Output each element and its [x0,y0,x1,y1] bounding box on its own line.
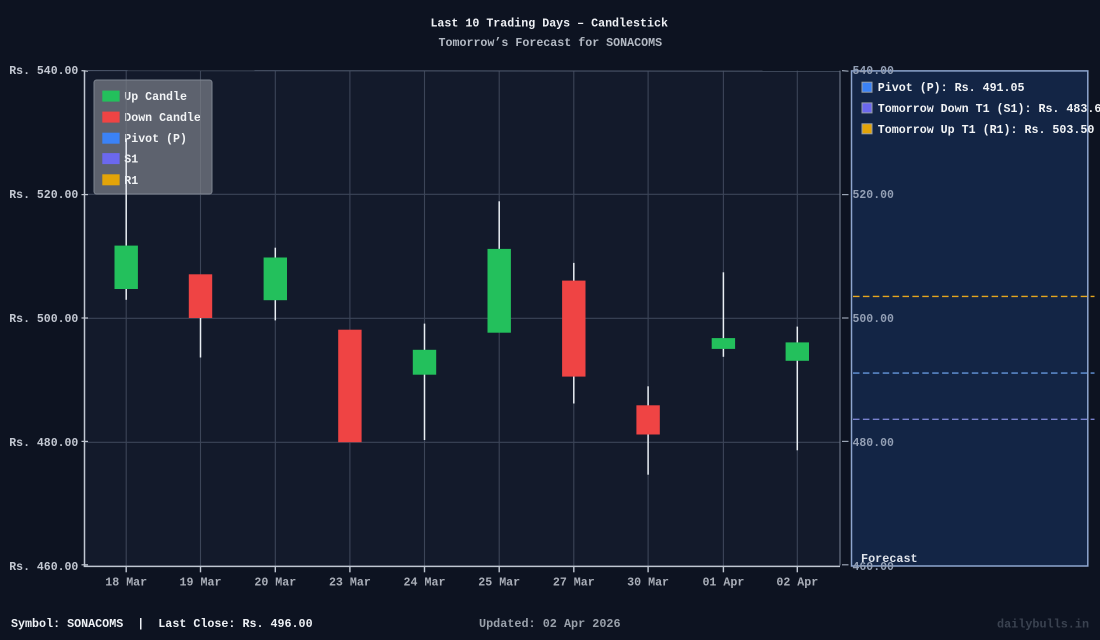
svg-text:S1: S1 [124,154,138,167]
svg-text:500.00: 500.00 [853,313,895,326]
svg-text:Tomorrow Down T1 (S1): Rs. 483: Tomorrow Down T1 (S1): Rs. 483.65 [878,103,1100,116]
svg-text:Rs. 500.00: Rs. 500.00 [9,313,78,326]
svg-text:520.00: 520.00 [853,189,895,202]
svg-text:R1: R1 [124,175,138,188]
svg-text:540.00: 540.00 [853,65,895,78]
svg-text:Last 10 Trading Days – Candles: Last 10 Trading Days – Candlestick [430,18,668,31]
svg-text:dailybulls.in: dailybulls.in [997,618,1089,632]
svg-text:Updated: 02 Apr 2026: Updated: 02 Apr 2026 [479,617,621,631]
svg-text:Rs. 460.00: Rs. 460.00 [9,561,78,574]
svg-text:Forecast: Forecast [861,552,918,566]
svg-text:01 Apr: 01 Apr [702,577,744,590]
svg-text:Pivot (P): Rs. 491.05: Pivot (P): Rs. 491.05 [878,82,1025,95]
svg-text:Tomorrow Up T1 (R1): Rs. 503.5: Tomorrow Up T1 (R1): Rs. 503.50 [878,124,1095,137]
svg-text:Pivot (P): Pivot (P) [124,133,187,146]
svg-text:Tomorrow’s Forecast for SONACO: Tomorrow’s Forecast for SONACOMS [439,37,663,50]
svg-text:25 Mar: 25 Mar [478,577,520,590]
svg-text:02 Apr: 02 Apr [776,577,818,590]
svg-text:Rs. 520.00: Rs. 520.00 [9,189,78,202]
svg-text:19 Mar: 19 Mar [180,577,222,590]
svg-text:27 Mar: 27 Mar [553,577,595,590]
svg-text:480.00: 480.00 [853,437,895,450]
svg-text:24 Mar: 24 Mar [404,577,446,590]
svg-text:18 Mar: 18 Mar [105,577,147,590]
svg-text:20 Mar: 20 Mar [254,577,296,590]
svg-text:23 Mar: 23 Mar [329,577,371,590]
svg-text:Rs. 480.00: Rs. 480.00 [9,437,78,450]
svg-text:Symbol: SONACOMS | Last Clos: Symbol: SONACOMS | Last Close: Rs. 496.0… [11,617,313,631]
svg-text:460.00: 460.00 [853,561,895,574]
svg-text:Rs. 540.00: Rs. 540.00 [9,65,78,78]
svg-text:30 Mar: 30 Mar [627,577,669,590]
svg-text:Down Candle: Down Candle [124,112,201,125]
svg-text:Up Candle: Up Candle [124,91,187,104]
